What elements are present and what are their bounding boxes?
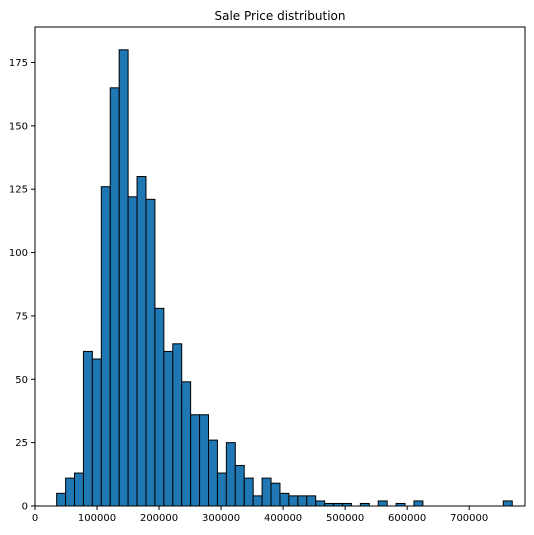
histogram-bar — [109, 87, 120, 507]
y-tick-label: 150 — [9, 121, 28, 132]
histogram-bar — [199, 414, 210, 507]
histogram-bar — [377, 500, 388, 507]
histogram-bar — [82, 350, 93, 507]
x-tick-label: 100000 — [78, 513, 116, 524]
y-tick-label: 100 — [9, 248, 28, 259]
histogram-bar — [261, 477, 272, 507]
x-tick-label: 700000 — [450, 513, 488, 524]
histogram-bar — [243, 477, 254, 507]
x-tick-label: 500000 — [326, 513, 364, 524]
histogram-bar — [100, 186, 111, 507]
histogram-bar — [252, 495, 263, 507]
histogram-bar — [136, 176, 147, 507]
plot-frame — [34, 26, 526, 507]
histogram-bar — [297, 495, 308, 507]
histogram-bar — [208, 439, 218, 507]
x-tick-label: 400000 — [264, 513, 302, 524]
histogram-bar — [234, 464, 245, 507]
histogram-bar — [288, 495, 299, 507]
histogram-bar — [91, 358, 102, 507]
histogram-bar — [306, 495, 317, 507]
histogram-bar — [216, 472, 227, 507]
histogram-bar — [56, 492, 67, 507]
y-tick-label: 50 — [15, 375, 28, 386]
y-tick-label: 75 — [15, 311, 28, 322]
histogram-bar — [154, 307, 165, 507]
histogram-bar — [163, 350, 174, 507]
histogram-bar — [502, 500, 513, 507]
x-tick-label: 0 — [32, 513, 38, 524]
histogram-bar — [190, 414, 201, 507]
x-tick-label: 600000 — [388, 513, 426, 524]
histogram-bar — [279, 492, 290, 507]
chart-title: Sale Price distribution — [215, 9, 346, 23]
y-axis: 0 25 50 75 100 125 150 175 — [9, 58, 35, 513]
histogram-bar — [225, 442, 236, 507]
histogram-bar — [65, 477, 76, 507]
x-axis: 0 100000 200000 300000 400000 500000 600000 700… — [32, 506, 488, 524]
histogram-bar — [181, 381, 192, 507]
histogram-bar — [270, 482, 281, 507]
y-tick-label: 125 — [9, 185, 28, 196]
histogram-bar — [413, 500, 424, 507]
x-tick-label: 300000 — [202, 513, 240, 524]
x-tick-label: 200000 — [140, 513, 178, 524]
y-tick-label: 175 — [9, 58, 28, 69]
histogram-bar — [315, 500, 326, 507]
y-tick-label: 0 — [22, 502, 28, 513]
histogram-bar — [172, 343, 183, 507]
histogram-bar — [127, 196, 138, 507]
histogram-bar — [74, 472, 84, 507]
histogram-bars — [56, 49, 513, 507]
histogram-bar — [145, 198, 156, 507]
y-tick-label: 25 — [15, 438, 28, 449]
histogram-bar — [118, 49, 129, 507]
